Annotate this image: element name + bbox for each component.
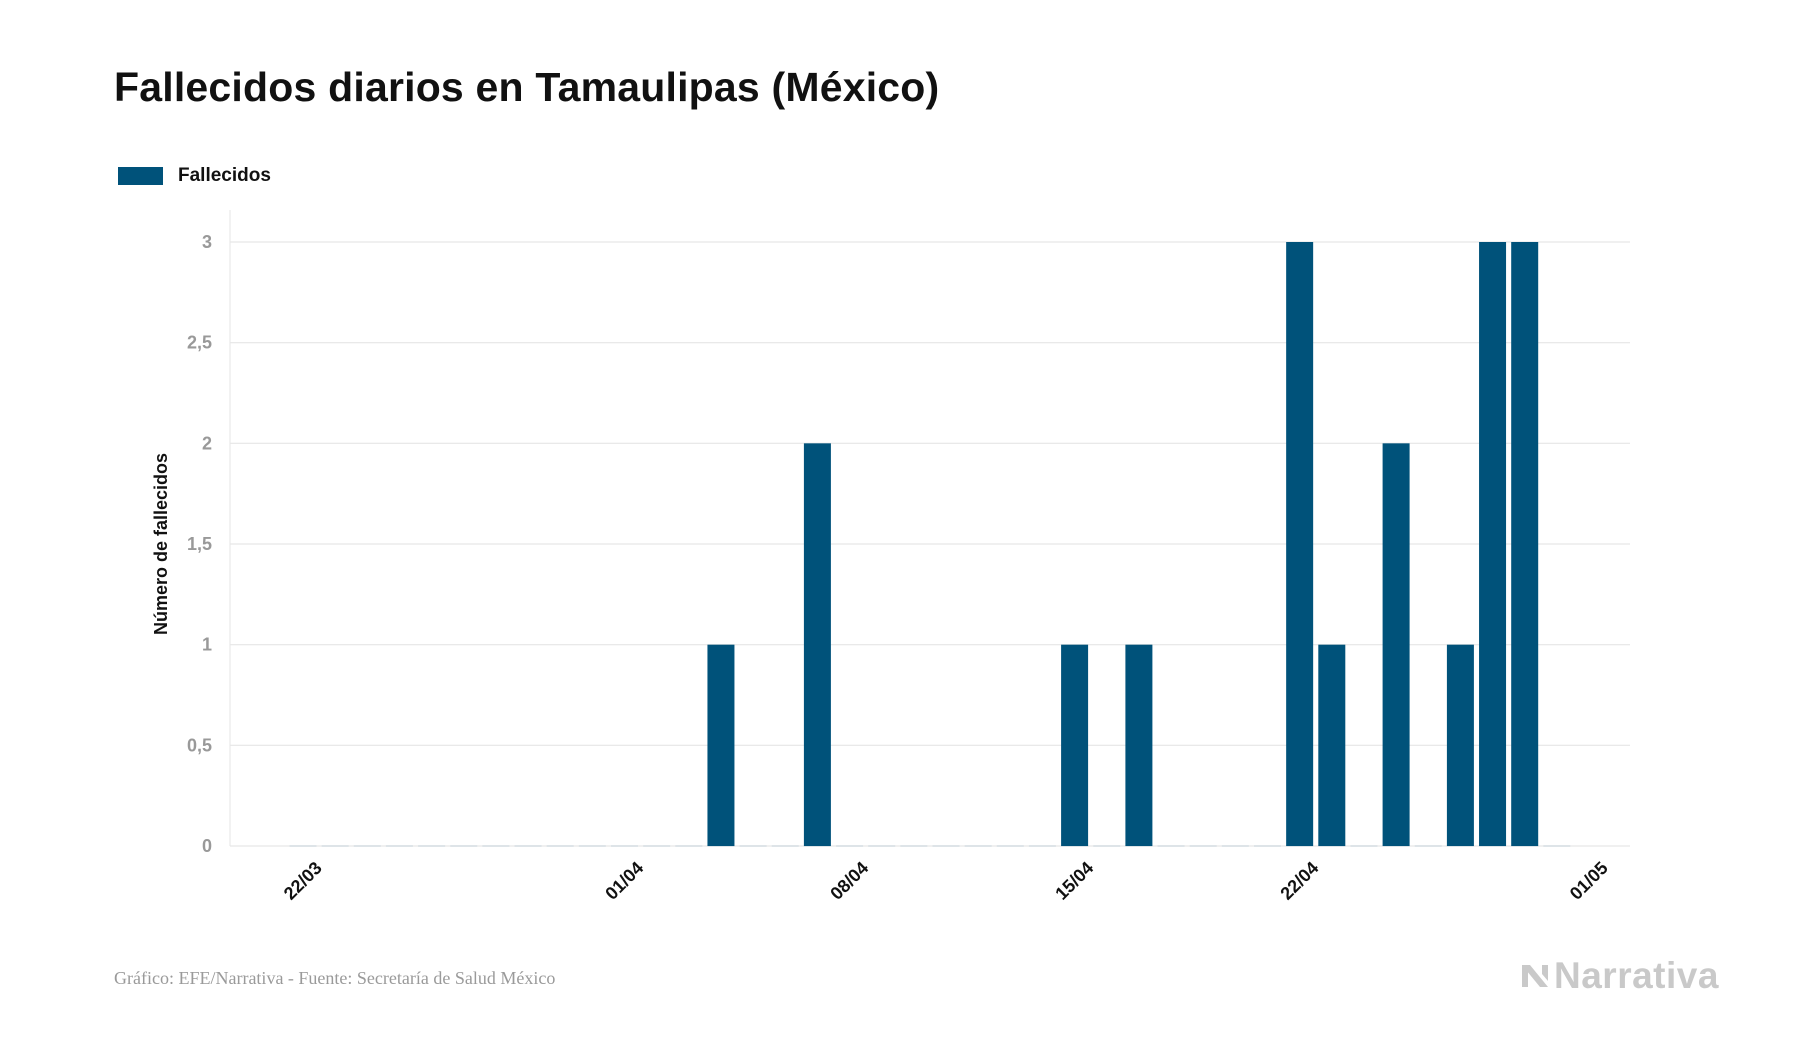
bar [707, 644, 735, 846]
y-tick-label: 2,5 [187, 333, 212, 353]
x-tick-label: 01/05 [1566, 858, 1612, 904]
x-tick-label: 22/04 [1276, 858, 1322, 904]
x-tick-label: 08/04 [826, 858, 872, 904]
bar [1511, 242, 1539, 846]
source-note: Gráfico: EFE/Narrativa - Fuente: Secreta… [114, 968, 556, 988]
legend: Fallecidos [118, 165, 271, 187]
y-tick-label: 0,5 [187, 735, 212, 755]
x-tick-label: 15/04 [1051, 858, 1097, 904]
x-tick-label: 22/03 [280, 858, 326, 904]
bar [1446, 644, 1474, 846]
chart-title: Fallecidos diarios en Tamaulipas (México… [114, 64, 940, 110]
narrativa-logo: Narrativa [1520, 955, 1719, 997]
x-tick-label: 01/04 [601, 858, 647, 904]
y-tick-label: 0 [202, 836, 212, 856]
narrativa-logo-icon [1522, 965, 1548, 987]
bar [1061, 644, 1089, 846]
bar [1479, 242, 1507, 846]
y-axis-title: Número de fallecidos [151, 453, 171, 635]
legend-swatch [118, 167, 163, 185]
bar [1382, 443, 1410, 846]
y-tick-label: 1 [202, 635, 212, 655]
narrativa-logo-text: Narrativa [1554, 955, 1719, 996]
bar [1318, 644, 1346, 846]
y-tick-label: 2 [202, 433, 212, 453]
bar [1125, 644, 1153, 846]
bar [803, 443, 831, 846]
legend-label: Fallecidos [178, 165, 271, 186]
y-tick-label: 3 [202, 232, 212, 252]
bar [1286, 242, 1314, 846]
y-tick-label: 1,5 [187, 534, 212, 554]
